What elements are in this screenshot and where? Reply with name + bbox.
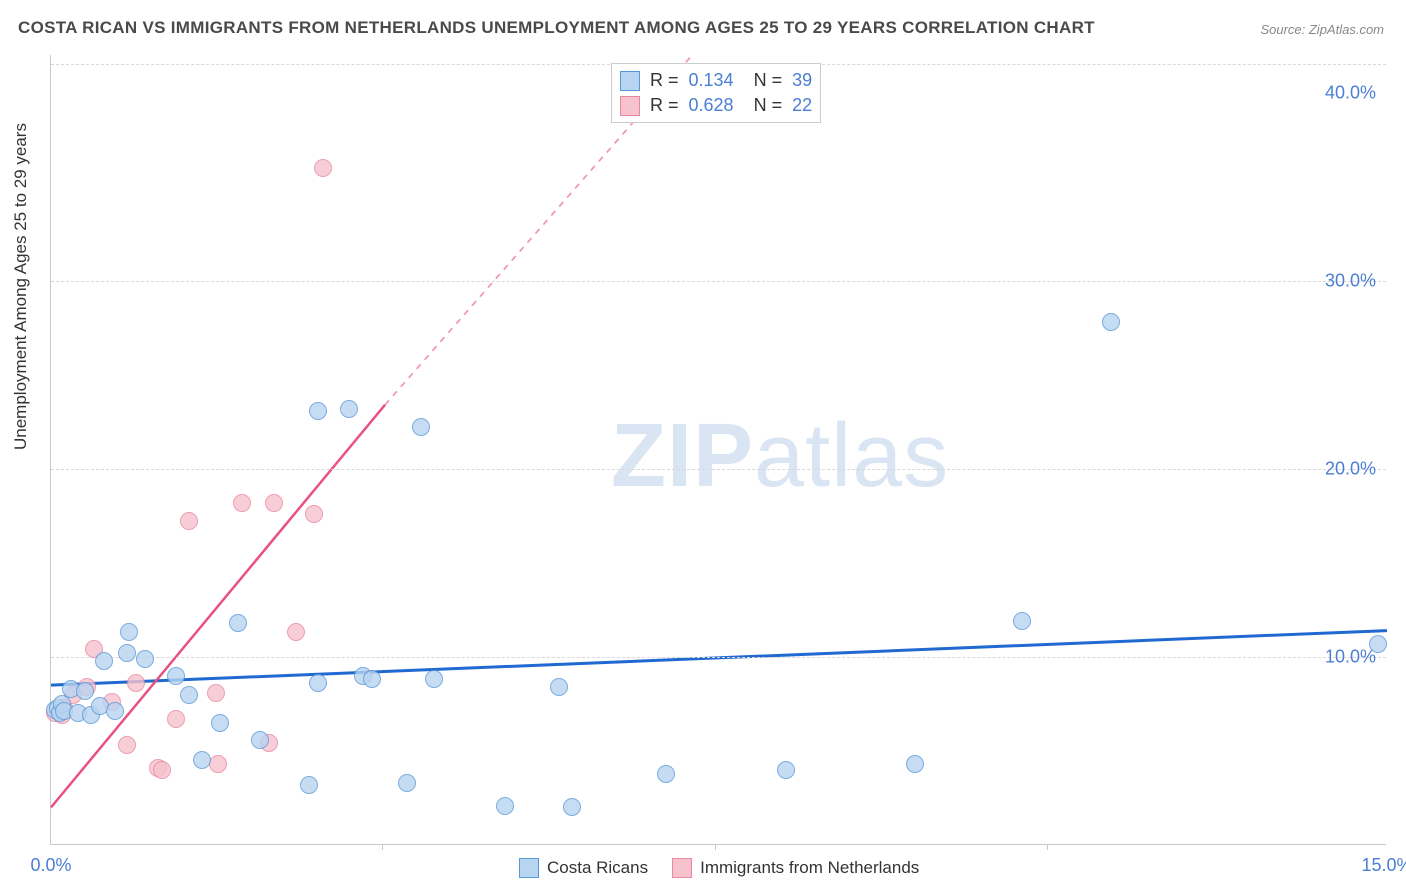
data-point <box>127 674 145 692</box>
data-point <box>1102 313 1120 331</box>
series-legend: Costa Ricans Immigrants from Netherlands <box>519 858 919 878</box>
series-name: Costa Ricans <box>547 858 648 878</box>
x-tick-label: 0.0% <box>30 855 71 876</box>
data-point <box>777 761 795 779</box>
legend-swatch <box>620 96 640 116</box>
legend-n-value: 22 <box>792 95 812 116</box>
data-point <box>287 623 305 641</box>
data-point <box>95 652 113 670</box>
legend-r-value: 0.628 <box>689 95 734 116</box>
gridline <box>51 469 1386 470</box>
y-tick-label: 30.0% <box>1325 270 1376 291</box>
data-point <box>153 761 171 779</box>
data-point <box>265 494 283 512</box>
data-point <box>76 682 94 700</box>
x-tick-label: 15.0% <box>1361 855 1406 876</box>
series-legend-item: Immigrants from Netherlands <box>672 858 919 878</box>
trend-line <box>51 405 385 808</box>
legend-r-label: R = <box>650 95 679 116</box>
data-point <box>233 494 251 512</box>
series-name: Immigrants from Netherlands <box>700 858 919 878</box>
data-point <box>167 667 185 685</box>
data-point <box>229 614 247 632</box>
x-tick-mark <box>382 844 383 850</box>
legend-n-label: N = <box>744 95 783 116</box>
data-point <box>309 674 327 692</box>
data-point <box>425 670 443 688</box>
data-point <box>251 731 269 749</box>
data-point <box>300 776 318 794</box>
data-point <box>106 702 124 720</box>
y-tick-label: 20.0% <box>1325 458 1376 479</box>
legend-n-label: N = <box>744 70 783 91</box>
data-point <box>207 684 225 702</box>
series-legend-item: Costa Ricans <box>519 858 648 878</box>
scatter-plot-area: Unemployment Among Ages 25 to 29 years Z… <box>50 55 1386 845</box>
legend-r-label: R = <box>650 70 679 91</box>
data-point <box>906 755 924 773</box>
data-point <box>340 400 358 418</box>
data-point <box>193 751 211 769</box>
legend-row: R = 0.628 N = 22 <box>620 93 812 118</box>
correlation-legend: R = 0.134 N = 39 R = 0.628 N = 22 <box>611 63 821 123</box>
data-point <box>180 512 198 530</box>
x-tick-mark <box>715 844 716 850</box>
data-point <box>412 418 430 436</box>
legend-n-value: 39 <box>792 70 812 91</box>
data-point <box>118 644 136 662</box>
gridline <box>51 281 1386 282</box>
data-point <box>118 736 136 754</box>
data-point <box>550 678 568 696</box>
data-point <box>563 798 581 816</box>
data-point <box>1369 635 1387 653</box>
legend-row: R = 0.134 N = 39 <box>620 68 812 93</box>
x-tick-mark <box>1047 844 1048 850</box>
chart-title: COSTA RICAN VS IMMIGRANTS FROM NETHERLAN… <box>18 18 1095 38</box>
data-point <box>309 402 327 420</box>
data-point <box>211 714 229 732</box>
data-point <box>136 650 154 668</box>
data-point <box>209 755 227 773</box>
data-point <box>363 670 381 688</box>
legend-r-value: 0.134 <box>689 70 734 91</box>
data-point <box>180 686 198 704</box>
source-attribution: Source: ZipAtlas.com <box>1260 22 1384 37</box>
data-point <box>657 765 675 783</box>
legend-swatch <box>672 858 692 878</box>
trend-lines-layer <box>51 55 1386 844</box>
data-point <box>120 623 138 641</box>
y-tick-label: 40.0% <box>1325 82 1376 103</box>
y-tick-label: 10.0% <box>1325 646 1376 667</box>
data-point <box>305 505 323 523</box>
legend-swatch <box>620 71 640 91</box>
data-point <box>398 774 416 792</box>
watermark: ZIPatlas <box>611 405 949 508</box>
data-point <box>496 797 514 815</box>
data-point <box>167 710 185 728</box>
legend-swatch <box>519 858 539 878</box>
data-point <box>314 159 332 177</box>
gridline <box>51 657 1386 658</box>
data-point <box>1013 612 1031 630</box>
y-axis-label: Unemployment Among Ages 25 to 29 years <box>11 123 31 450</box>
